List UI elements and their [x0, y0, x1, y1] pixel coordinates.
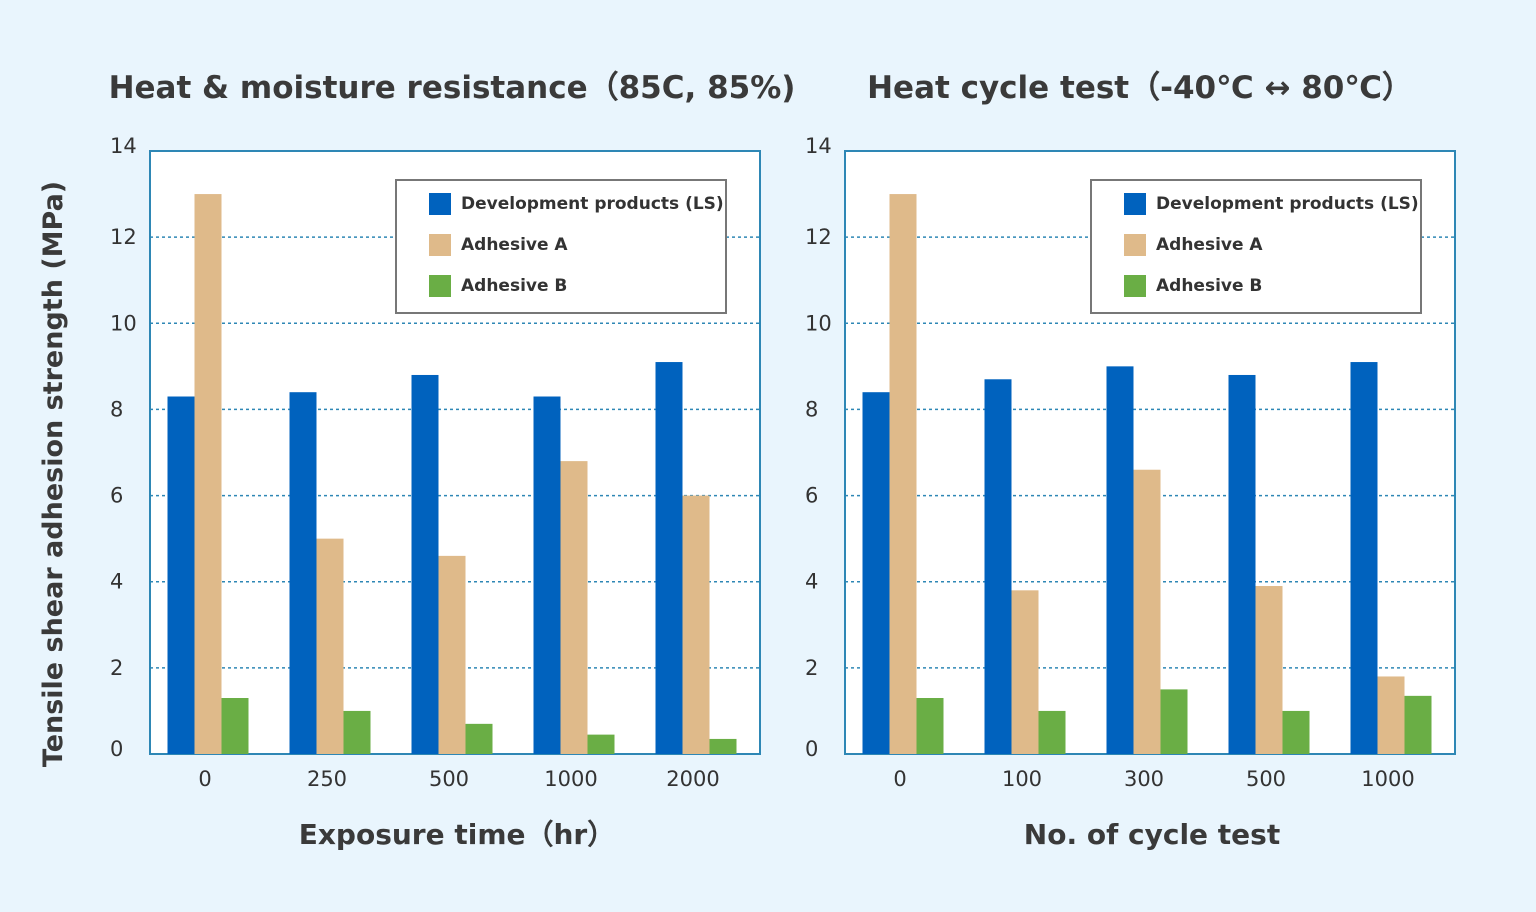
- y-tick-label: 14: [805, 134, 832, 158]
- y-tick-label: 0: [110, 737, 123, 761]
- y-tick-label: 2: [805, 656, 818, 680]
- legend: Development products (LS) Adhesive A Adhes…: [395, 179, 727, 314]
- x-tick-label: 0: [198, 767, 211, 791]
- legend-swatch: [429, 275, 451, 297]
- bar-2-100: [1011, 590, 1039, 754]
- legend-swatch: [1124, 275, 1146, 297]
- bar-3-0: [916, 698, 944, 754]
- legend-label: Adhesive B: [461, 276, 567, 296]
- x-tick-label: 100: [1002, 767, 1042, 791]
- bar-3-500: [465, 723, 493, 754]
- bar-2-500: [1255, 586, 1283, 754]
- x-tick-label: 1000: [1361, 767, 1414, 791]
- bar-1-300: [1106, 366, 1134, 754]
- legend-label: Adhesive B: [1156, 276, 1262, 296]
- y-tick-label: 14: [110, 134, 137, 158]
- bar-3-1000: [587, 734, 615, 754]
- bar-2-250: [316, 538, 344, 754]
- chart-panel-2: Heat cycle test（-40℃ ↔ 80℃） 0 2 4 6 8 10 12 14 0 1…: [805, 70, 1456, 851]
- y-tick-label: 4: [110, 570, 123, 594]
- y-tick-label: 12: [805, 225, 832, 249]
- y-tick-label: 6: [110, 484, 123, 508]
- legend-swatch: [1124, 234, 1146, 256]
- x-tick-label: 300: [1124, 767, 1164, 791]
- bar-3-0: [221, 698, 249, 754]
- y-tick-label: 12: [110, 225, 137, 249]
- bar-1-500: [411, 374, 439, 754]
- x-axis-title: No. of cycle test: [1024, 818, 1280, 851]
- legend-label: Adhesive A: [461, 235, 568, 255]
- bar-1-1000: [533, 396, 561, 754]
- legend-label: Development products (LS): [1156, 194, 1419, 214]
- x-tick-label: 0: [893, 767, 906, 791]
- y-tick-label: 6: [805, 484, 818, 508]
- bar-3-500: [1282, 710, 1310, 754]
- bar-3-1000: [1404, 695, 1432, 754]
- y-tick-label: 4: [805, 570, 818, 594]
- chart-title: Heat cycle test（-40℃ ↔ 80℃）: [867, 70, 1413, 106]
- y-tick-label: 0: [805, 737, 818, 761]
- y-axis-label: Tensile shear adhesion strength (MPa): [38, 181, 69, 767]
- y-tick-label: 8: [805, 397, 818, 421]
- bar-2-0: [194, 194, 222, 755]
- bar-3-2000: [709, 738, 737, 754]
- bar-1-250: [289, 392, 317, 754]
- bar-2-300: [1133, 469, 1161, 754]
- x-tick-label: 250: [307, 767, 347, 791]
- legend-label: Development products (LS): [461, 194, 724, 214]
- legend-label: Adhesive A: [1156, 235, 1263, 255]
- y-tick-label: 8: [110, 397, 123, 421]
- x-tick-label: 500: [429, 767, 469, 791]
- legend-swatch: [429, 193, 451, 215]
- x-axis-title: Exposure time（hr）: [299, 818, 616, 851]
- bar-3-250: [343, 710, 371, 754]
- x-tick-label: 1000: [544, 767, 597, 791]
- x-tick-label: 2000: [666, 767, 719, 791]
- legend-swatch: [1124, 193, 1146, 215]
- legend-swatch: [429, 234, 451, 256]
- bar-2-0: [889, 194, 917, 755]
- bar-2-500: [438, 555, 466, 754]
- bar-1-0: [862, 392, 890, 754]
- bar-1-0: [167, 396, 195, 754]
- bar-2-2000: [682, 495, 710, 754]
- bar-2-1000: [1377, 676, 1405, 754]
- chart-title: Heat & moisture resistance（85C, 85%): [109, 70, 796, 106]
- bar-1-500: [1228, 374, 1256, 754]
- chart-panel-1: Heat & moisture resistance（85C, 85%) 0 2 4 6…: [109, 70, 796, 851]
- x-tick-label: 500: [1246, 767, 1286, 791]
- bar-1-2000: [655, 362, 683, 754]
- y-tick-label: 10: [805, 311, 832, 335]
- y-tick-label: 10: [110, 311, 137, 335]
- bar-1-1000: [1350, 362, 1378, 754]
- bar-2-1000: [560, 461, 588, 754]
- bar-3-300: [1160, 689, 1188, 754]
- legend: Development products (LS) Adhesive A Adhes…: [1090, 179, 1422, 314]
- bar-1-100: [984, 379, 1012, 754]
- y-tick-label: 2: [110, 656, 123, 680]
- bar-3-100: [1038, 710, 1066, 754]
